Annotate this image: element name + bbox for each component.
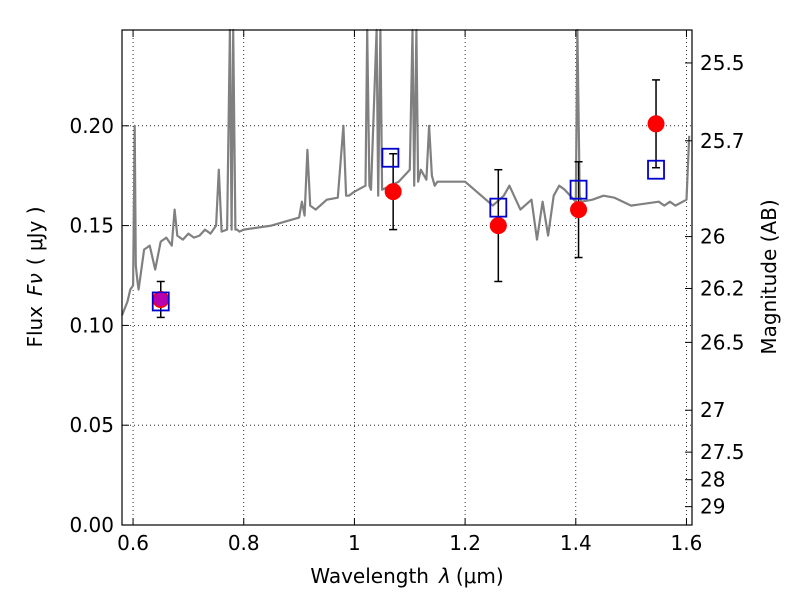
gridlines	[122, 30, 692, 526]
y-axis-title: FluxFν( μJy )	[23, 206, 47, 347]
observed-point	[647, 115, 665, 133]
y2-tick-label: 28	[700, 468, 725, 492]
x-tick-label: 1.4	[560, 531, 592, 555]
x-tick-label: 1.2	[449, 531, 481, 555]
y2-tick-label: 26.5	[700, 330, 745, 354]
y-tick-label: 0.10	[69, 313, 114, 337]
y-tick-label: 0.05	[69, 413, 114, 437]
y2-tick-label: 29	[700, 495, 725, 519]
y2-tick-label: 26.2	[700, 276, 745, 300]
plot-frame	[121, 29, 693, 526]
y2-tick-label: 27	[700, 398, 725, 422]
y2-tick-label: 27.5	[700, 440, 745, 464]
observed-point	[570, 201, 588, 219]
model-square	[647, 159, 665, 180]
x-tick-label: 1	[348, 531, 361, 555]
y-tick-label: 0.20	[69, 114, 114, 138]
x-tick-label: 0.8	[228, 531, 260, 555]
model-square	[381, 147, 400, 168]
observed-point	[384, 183, 402, 201]
y2-tick-label: 26	[700, 225, 725, 249]
spectrum-line	[120, 28, 691, 316]
y-tick-label: 0.15	[69, 214, 114, 238]
overlap-point	[153, 292, 168, 307]
observed-points-group	[152, 79, 665, 319]
x-axis-title: Wavelength λ (μm)	[310, 564, 503, 588]
model-square	[569, 179, 588, 200]
y-tick-label: 0.00	[69, 513, 114, 537]
y2-axis-title: Magnitude (AB)	[757, 199, 781, 354]
x-tick-label: 1.6	[671, 531, 703, 555]
axis-ticks: 0.6 0.8 1 1.2 1.4 1.6 0.00 0.05 0.10 0.15 0.20 25.5…	[69, 30, 745, 555]
model-square	[489, 197, 508, 218]
spectrum-line-group	[120, 28, 691, 316]
x-tick-label: 0.6	[117, 531, 149, 555]
y2-tick-label: 25.7	[700, 129, 745, 153]
y2-tick-label: 25.5	[700, 51, 745, 75]
model-square	[151, 291, 170, 312]
model-squares-group	[151, 147, 665, 312]
observed-point	[489, 217, 507, 235]
